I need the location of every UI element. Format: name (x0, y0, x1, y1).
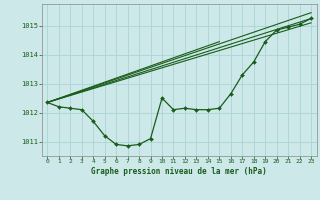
X-axis label: Graphe pression niveau de la mer (hPa): Graphe pression niveau de la mer (hPa) (91, 167, 267, 176)
